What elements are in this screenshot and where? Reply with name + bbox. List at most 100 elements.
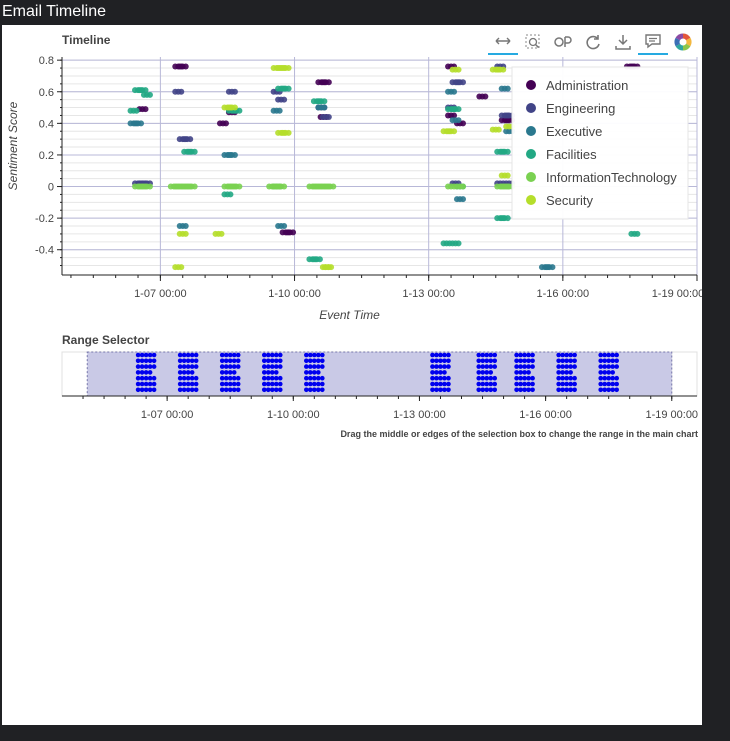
range-point (430, 364, 435, 369)
legend-swatch (526, 126, 536, 136)
data-point[interactable] (231, 151, 238, 158)
data-point[interactable] (236, 183, 243, 190)
hover-tool[interactable] (638, 29, 668, 55)
data-point[interactable] (321, 104, 328, 111)
data-point[interactable] (451, 128, 458, 135)
range-point (277, 387, 283, 393)
legend-item-facilities[interactable]: Facilities (526, 147, 597, 162)
data-point[interactable] (495, 126, 502, 133)
data-point[interactable] (285, 65, 292, 72)
legend-item-executive[interactable]: Executive (526, 124, 602, 139)
data-point[interactable] (285, 129, 292, 136)
range-point (227, 370, 233, 375)
data-point[interactable] (182, 230, 189, 237)
data-point[interactable] (455, 66, 462, 73)
legend-item-informationtechnology[interactable]: InformationTechnology (526, 170, 677, 185)
data-point[interactable] (231, 88, 238, 95)
data-point[interactable] (281, 183, 288, 190)
data-point[interactable] (146, 91, 153, 98)
data-point[interactable] (459, 196, 466, 203)
reset-tool[interactable] (548, 29, 578, 55)
data-point[interactable] (504, 215, 511, 222)
series-security (172, 65, 516, 271)
legend-item-administration[interactable]: Administration (526, 78, 628, 93)
range-point (227, 375, 233, 381)
range-point (480, 381, 486, 387)
data-point[interactable] (330, 183, 337, 190)
box-zoom-tool[interactable] (518, 29, 548, 55)
range-point (177, 381, 183, 387)
data-point[interactable] (316, 256, 323, 263)
data-point[interactable] (231, 104, 238, 111)
data-point[interactable] (325, 79, 332, 86)
data-point[interactable] (142, 87, 149, 94)
data-point[interactable] (328, 264, 335, 271)
data-point[interactable] (218, 230, 225, 237)
range-point (598, 358, 603, 364)
data-point[interactable] (281, 96, 288, 103)
y-tick-label: 0.6 (39, 87, 54, 99)
range-point (514, 387, 519, 393)
range-point (177, 352, 183, 358)
horizontal-pan-tool[interactable] (488, 29, 518, 55)
data-point[interactable] (459, 120, 466, 127)
data-point[interactable] (455, 240, 462, 247)
x-tick-label: 1-19 00:00 (652, 288, 702, 300)
data-point[interactable] (459, 183, 466, 190)
data-point[interactable] (285, 85, 292, 92)
data-point[interactable] (504, 172, 511, 179)
bokeh-logo[interactable] (668, 29, 698, 55)
data-point[interactable] (451, 112, 458, 119)
data-point[interactable] (138, 120, 145, 127)
data-point[interactable] (142, 106, 149, 113)
data-point[interactable] (222, 120, 229, 127)
data-point[interactable] (321, 98, 328, 105)
data-point[interactable] (276, 107, 283, 114)
data-point[interactable] (482, 93, 489, 100)
range-point (181, 381, 187, 387)
data-point[interactable] (504, 148, 511, 155)
range-point (227, 387, 233, 393)
save-tool[interactable] (608, 29, 638, 55)
data-point[interactable] (146, 183, 153, 190)
data-point[interactable] (191, 183, 198, 190)
data-point[interactable] (281, 223, 288, 230)
data-point[interactable] (178, 88, 185, 95)
data-point[interactable] (187, 136, 194, 143)
data-point[interactable] (504, 85, 511, 92)
data-point[interactable] (133, 107, 140, 114)
data-point[interactable] (459, 79, 466, 86)
data-point[interactable] (236, 107, 243, 114)
data-point[interactable] (290, 229, 297, 236)
data-point[interactable] (549, 264, 556, 271)
range-point (606, 370, 611, 375)
range-point (139, 370, 145, 375)
data-point[interactable] (500, 66, 507, 73)
data-point[interactable] (227, 191, 234, 198)
range-point (598, 352, 603, 358)
data-point[interactable] (178, 264, 185, 271)
range-point (514, 364, 519, 369)
data-point[interactable] (455, 106, 462, 113)
data-point[interactable] (325, 114, 332, 121)
data-point[interactable] (182, 223, 189, 230)
range-point (514, 358, 519, 364)
range-selector-chart[interactable]: 1-07 00:00 1-10 00:00 1-13 00:00 1-16 00:00… (2, 345, 702, 435)
timeline-chart[interactable]: -0.4 -0.2 0 0.2 0.4 0.6 0.8 1-07 00:00 1-10 00:0… (2, 25, 702, 325)
data-point[interactable] (182, 63, 189, 70)
range-selection-box[interactable] (86, 351, 673, 397)
data-point[interactable] (191, 148, 198, 155)
data-point[interactable] (455, 117, 462, 124)
data-point[interactable] (451, 88, 458, 95)
box-zoom-icon (525, 34, 540, 49)
range-point (189, 387, 195, 393)
range-point (614, 364, 619, 369)
range-point (269, 387, 275, 393)
range-point (564, 358, 569, 364)
legend-item-engineering[interactable]: Engineering (526, 101, 615, 116)
legend-item-security[interactable]: Security (526, 193, 593, 208)
range-point (261, 352, 267, 358)
data-point[interactable] (634, 230, 641, 237)
refresh-tool[interactable] (578, 29, 608, 55)
range-point (610, 370, 615, 375)
